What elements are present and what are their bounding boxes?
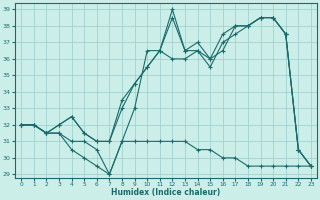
X-axis label: Humidex (Indice chaleur): Humidex (Indice chaleur) xyxy=(111,188,221,197)
